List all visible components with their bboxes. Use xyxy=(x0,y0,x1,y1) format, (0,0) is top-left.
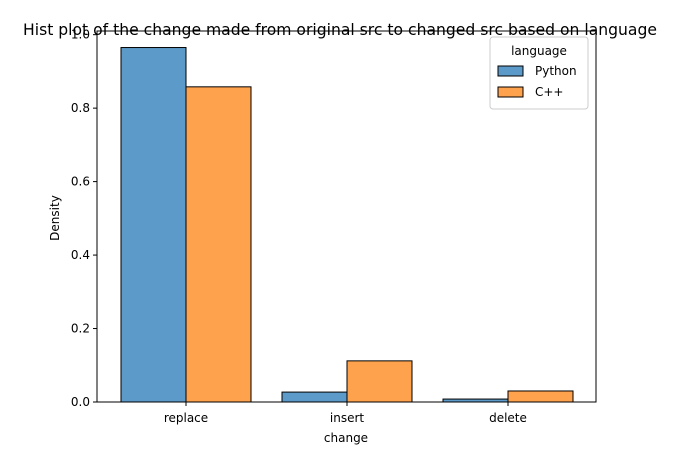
legend-items: Python C++ xyxy=(497,64,577,99)
legend-label: C++ xyxy=(535,85,564,99)
x-tick-label: insert xyxy=(330,411,365,425)
x-axis-label: change xyxy=(324,431,368,445)
bar-replace-c xyxy=(185,86,252,403)
legend-title: language xyxy=(511,44,567,58)
y-tick-label: 0.2 xyxy=(71,322,90,336)
plot-area: 0.0 0.2 0.4 0.6 0.8 1.0 replace insert delete xyxy=(71,28,597,425)
bars-layer xyxy=(120,47,574,403)
y-tick-label: 1.0 xyxy=(71,28,90,42)
y-tick-label: 0.4 xyxy=(71,248,90,262)
x-tick-label: replace xyxy=(164,411,208,425)
y-axis-label: Density xyxy=(48,195,62,241)
y-tick-label: 0.0 xyxy=(71,395,90,409)
x-tick-label: delete xyxy=(489,411,527,425)
y-tick-label: 0.8 xyxy=(71,101,90,115)
bar-delete-c xyxy=(507,390,574,403)
legend-swatch xyxy=(497,86,524,98)
y-tick-label: 0.6 xyxy=(71,175,90,189)
legend-label: Python xyxy=(535,64,577,78)
legend: language Python C++ xyxy=(489,36,589,110)
bar-replace-python xyxy=(120,47,187,403)
legend-swatch xyxy=(497,65,524,77)
y-axis-ticks: 0.0 0.2 0.4 0.6 0.8 1.0 xyxy=(71,28,97,409)
bar-insert-c xyxy=(346,360,413,403)
chart-title: Hist plot of the change made from origin… xyxy=(23,21,657,39)
x-axis-ticks: replace insert delete xyxy=(164,402,527,425)
bar-insert-python xyxy=(281,391,348,403)
